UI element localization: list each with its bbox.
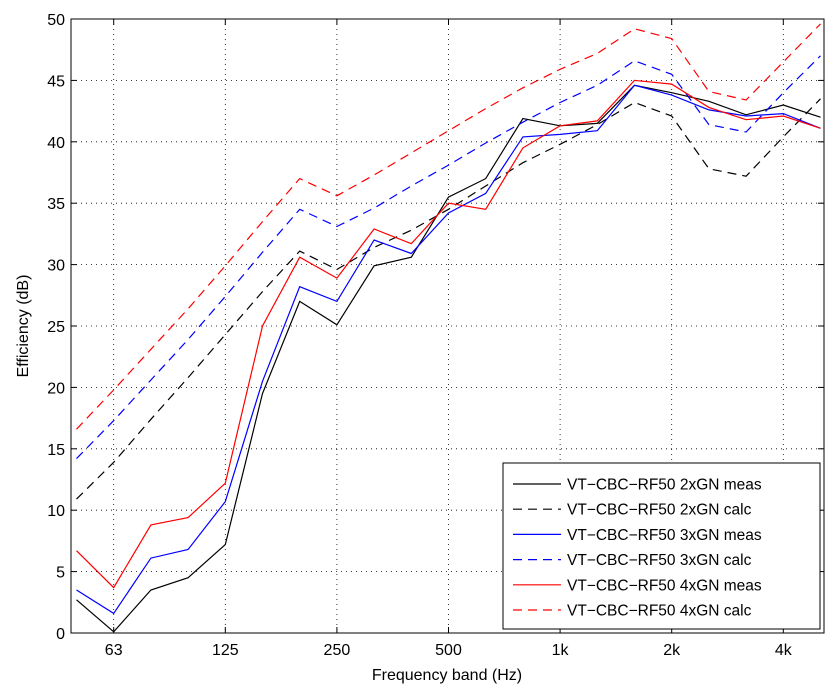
legend-box xyxy=(502,462,821,630)
y-tick-label: 35 xyxy=(47,196,65,213)
legend-entry: VT−CBC−RF50 4xGN calc xyxy=(567,603,752,620)
x-tick-label: 4k xyxy=(775,642,793,659)
axis-ticks: 0 5 10 15 20 25 30 35 40 45 50 63 125 250 500 1k 2k 4k xyxy=(47,12,824,659)
y-tick-label: 10 xyxy=(47,503,65,520)
x-tick-label: 500 xyxy=(435,642,462,659)
series-line-5 xyxy=(76,79,821,589)
x-tick-label: 1k xyxy=(552,642,570,659)
legend-entry: VT−CBC−RF50 3xGN meas xyxy=(567,527,762,544)
x-tick-label: 125 xyxy=(212,642,239,659)
y-tick-label: 0 xyxy=(56,626,65,643)
legend-entry: VT−CBC−RF50 2xGN calc xyxy=(567,502,752,519)
y-tick-label: 25 xyxy=(47,319,65,336)
x-tick-label: 250 xyxy=(324,642,351,659)
series-lines xyxy=(76,23,821,633)
x-tick-label: 2k xyxy=(663,642,681,659)
x-axis-label: Frequency band (Hz) xyxy=(372,667,522,684)
y-tick-label: 30 xyxy=(47,258,65,275)
y-tick-label: 50 xyxy=(47,12,65,29)
x-tick-label: 63 xyxy=(105,642,123,659)
legend-entry: VT−CBC−RF50 2xGN meas xyxy=(567,477,762,494)
series-line-2 xyxy=(76,98,821,500)
y-tick-label: 40 xyxy=(47,135,65,152)
series-line-4 xyxy=(76,55,821,460)
series-line-3 xyxy=(76,84,821,615)
series-line-6 xyxy=(76,23,821,430)
legend-entry: VT−CBC−RF50 4xGN meas xyxy=(567,577,762,594)
y-tick-label: 5 xyxy=(56,565,65,582)
y-axis-label: Efficiency (dB) xyxy=(15,275,32,378)
legend-entry: VT−CBC−RF50 3xGN calc xyxy=(567,552,752,569)
y-tick-label: 20 xyxy=(47,380,65,397)
legend: VT−CBC−RF50 2xGN meas VT−CBC−RF50 2xGN ca… xyxy=(502,462,821,630)
y-tick-label: 45 xyxy=(47,73,65,90)
series-line-1 xyxy=(76,84,821,633)
y-tick-label: 15 xyxy=(47,442,65,459)
